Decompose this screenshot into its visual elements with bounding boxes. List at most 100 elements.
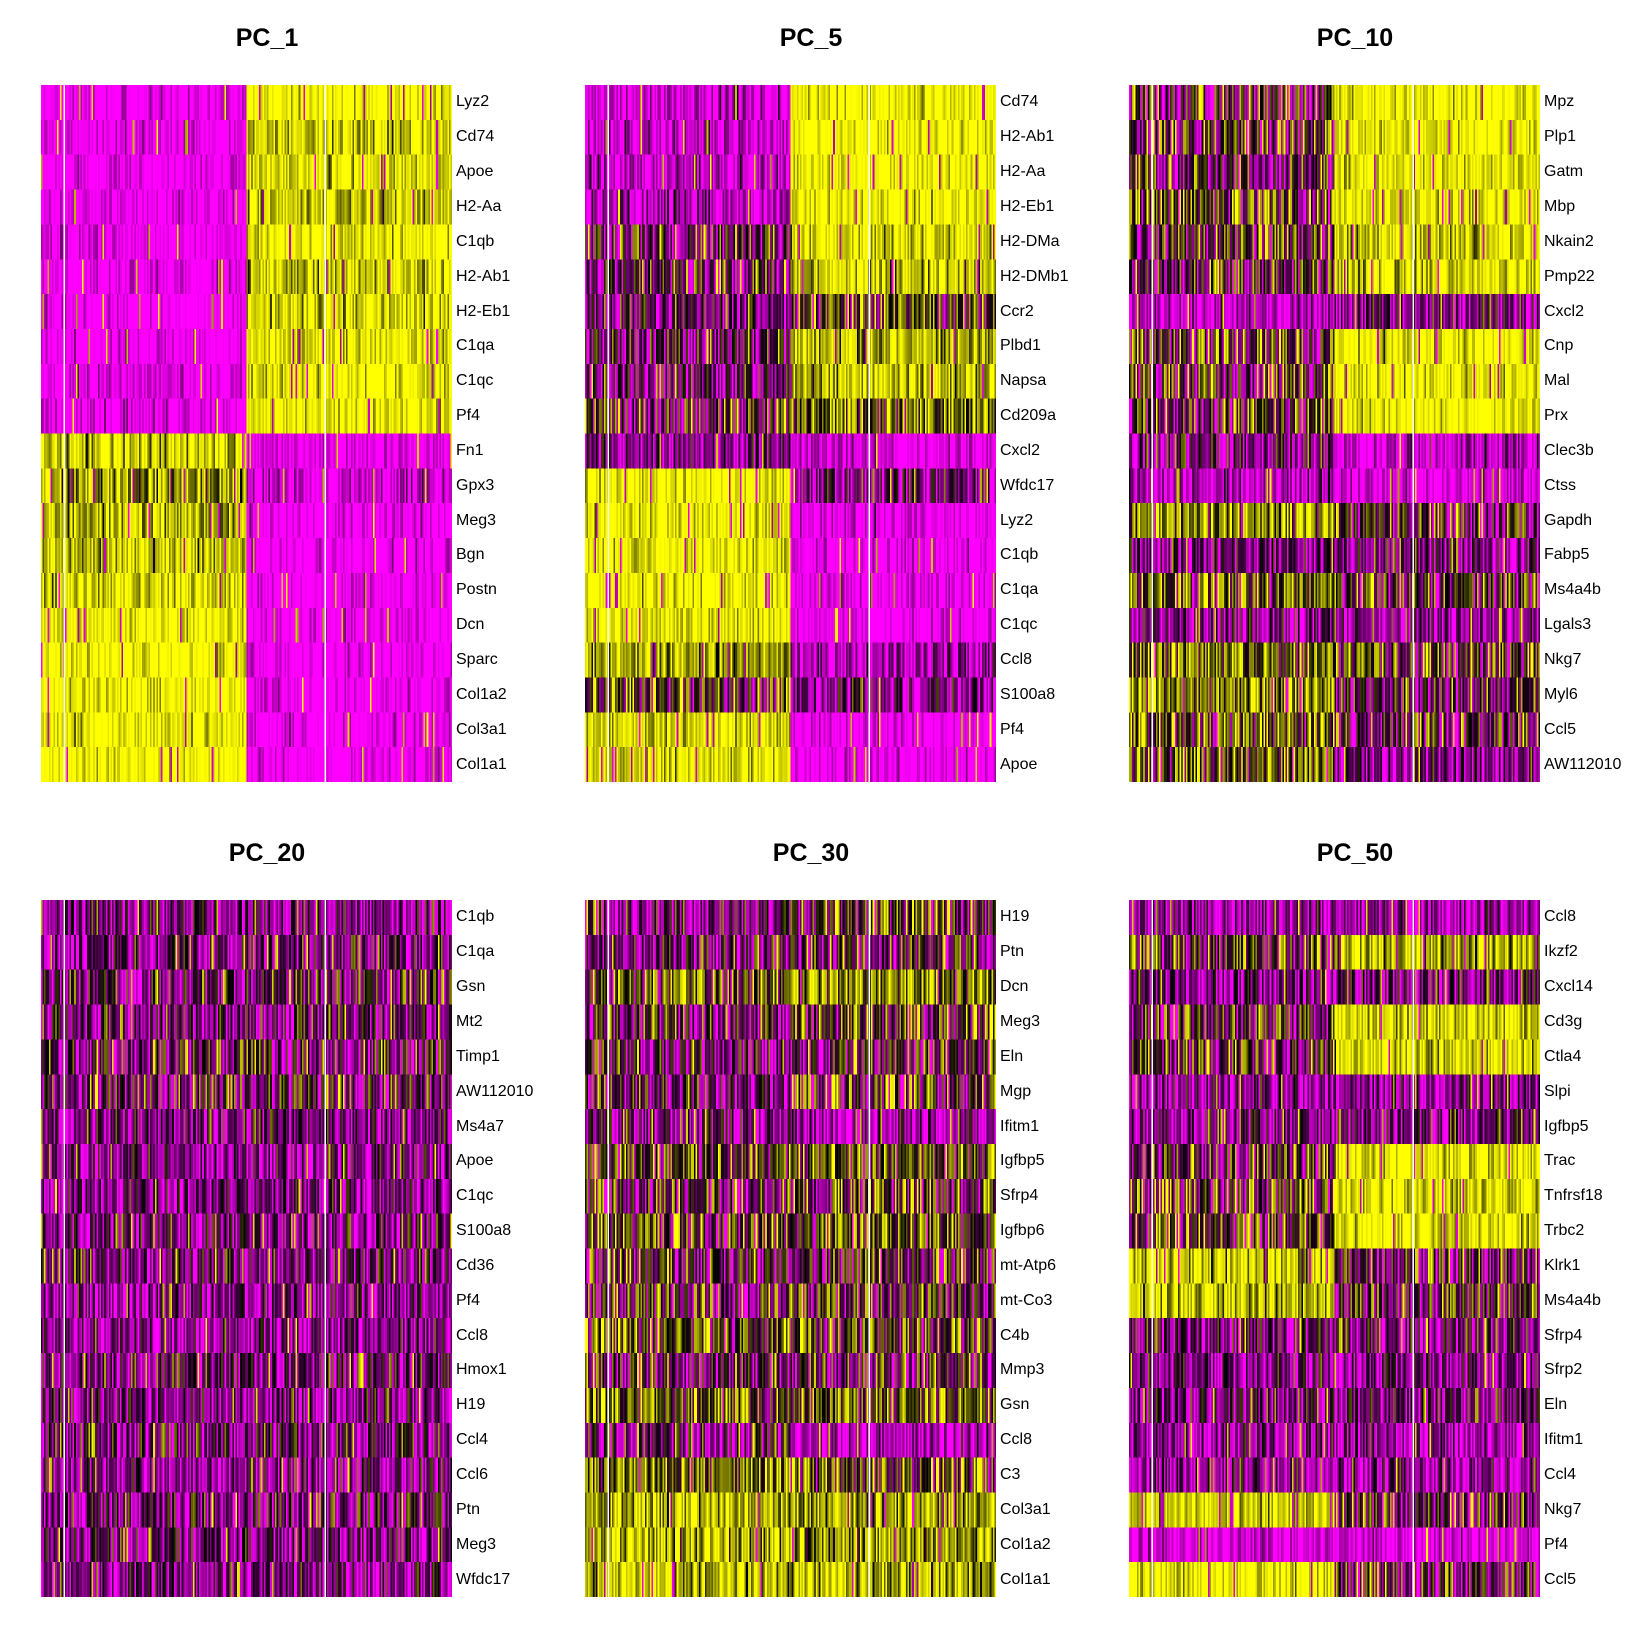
heatmap-cell [83,747,86,782]
heatmap-cell [189,572,192,609]
heatmap-cell [270,607,273,644]
heatmap-cell [227,189,230,225]
heatmap-cell [304,363,308,400]
heatmap-cell [146,607,150,644]
heatmap-cell [437,433,440,469]
heatmap-cell [83,85,86,121]
heatmap-cell [194,189,197,225]
heatmap-cell [445,503,448,539]
heatmap-cell [300,433,303,469]
heatmap-cell [417,572,420,609]
heatmap-cell [308,119,311,156]
heatmap-cell [355,677,358,713]
heatmap-cell [384,572,387,609]
heatmap-cell [358,189,361,225]
heatmap-cell [319,119,322,156]
heatmap-cell [102,642,105,679]
heatmap-cell [139,224,142,260]
heatmap-cell [202,294,205,330]
heatmap-cell [385,259,388,295]
heatmap-cell [227,433,230,469]
heatmap-cell [263,503,267,539]
heatmap-cell [271,154,274,191]
heatmap-cell [290,677,293,713]
heatmap-cell [59,154,63,191]
heatmap-cell [161,224,164,260]
heatmap-cell [159,189,162,225]
heatmap-cell [184,154,188,191]
heatmap-cell [406,259,409,295]
heatmap-cell [263,259,267,295]
heatmap-cell [399,712,403,748]
heatmap-cell [437,607,440,644]
heatmap-cell [48,398,52,435]
heatmap-cell [265,294,268,330]
heatmap-cell [376,503,379,539]
heatmap-cell [202,224,205,260]
heatmap-cell [412,572,415,609]
heatmap-cell [436,677,439,713]
heatmap-cell [86,398,90,435]
heatmap-cell [135,154,139,191]
heatmap-cell [126,398,129,435]
heatmap-cell [210,259,213,295]
heatmap-cell [403,259,406,295]
heatmap-cell [188,328,191,365]
heatmap-cell [48,328,52,365]
heatmap-cell [374,294,377,330]
heatmap-cell [180,119,183,156]
heatmap-cell [200,677,203,713]
heatmap-cell [145,259,148,295]
heatmap-cell [346,468,349,504]
heatmap-cell [420,677,423,713]
heatmap-cell [113,607,116,644]
heatmap-cell [145,677,148,713]
heatmap-cell [75,119,78,156]
heatmap-cell [358,677,361,713]
heatmap-cell [67,712,71,748]
heatmap-cell [387,433,390,469]
heatmap-cell [366,607,369,644]
heatmap-cell [192,119,195,156]
heatmap-cell [93,607,96,644]
heatmap-cell [211,398,214,435]
heatmap-cell [303,712,306,748]
heatmap-cell [151,189,154,225]
heatmap-cell [233,503,237,539]
heatmap-cell [108,433,112,469]
heatmap-cell [331,468,335,504]
heatmap-cell [202,189,205,225]
heatmap-cell [349,328,352,365]
heatmap-cell [142,538,145,574]
heatmap-cell [235,119,238,156]
heatmap-cell [395,294,398,330]
heatmap-cell [376,468,379,504]
heatmap-cell [281,259,284,295]
heatmap-cell [287,468,290,504]
heatmap-cell [379,189,382,225]
heatmap-cell [298,503,301,539]
heatmap-cell [186,468,189,504]
heatmap-cell [297,363,300,400]
heatmap-cell [210,224,213,260]
heatmap-cell [112,398,115,435]
heatmap-cell [126,189,129,225]
heatmap-cell [414,712,417,748]
heatmap-cell [415,189,418,225]
heatmap-cell [118,398,121,435]
heatmap-cell [415,119,418,156]
heatmap-cell [336,572,339,609]
heatmap-cell [262,607,265,644]
heatmap-cell [331,154,335,191]
heatmap-cell [203,468,206,504]
heatmap-cell [268,642,271,679]
heatmap-cell [90,607,93,644]
heatmap-cell [232,503,235,539]
heatmap-cell [311,224,314,260]
heatmap-cell [104,503,107,539]
heatmap-cell [164,224,167,260]
heatmap-cell [260,189,263,225]
heatmap-cell [390,642,393,679]
heatmap-cell [118,642,121,679]
heatmap-cell [317,294,320,330]
